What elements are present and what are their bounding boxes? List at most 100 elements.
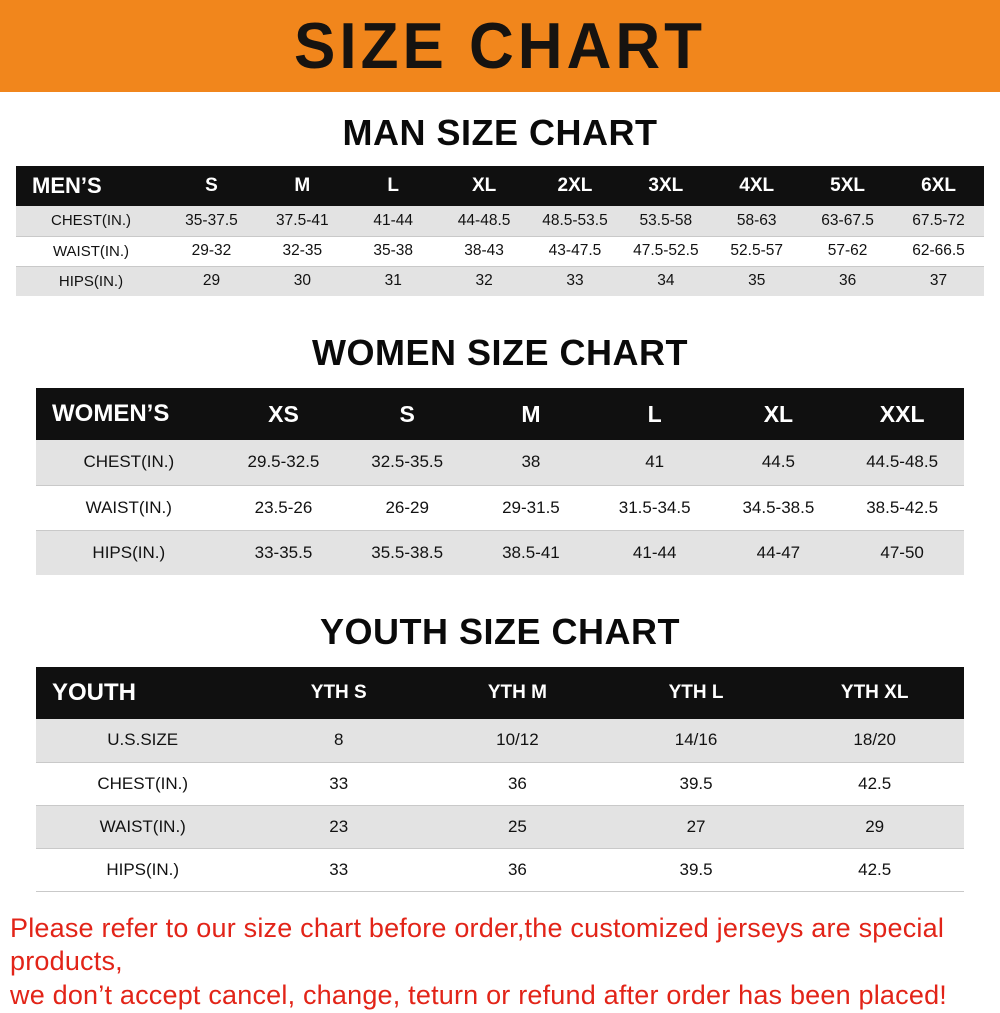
measurement-row-label: HIPS(IN.) [58,272,124,290]
size-value-cell: 26-29 [385,497,429,517]
table-header-row: WOMEN’S XS S M L XL XXL [36,388,964,440]
measurement-row: HIPS(IN.) 33 36 39.5 42.5 [36,848,964,891]
size-column-header: M [294,175,311,196]
measurement-row-label: HIPS(IN.) [106,859,180,879]
measurement-row-label: CHEST(IN.) [97,773,189,793]
size-column-header: XS [268,400,299,427]
size-value-cell: 33-35.5 [254,542,313,562]
size-value-cell: 32 [475,272,493,290]
size-value-cell: 37 [929,272,948,290]
size-value-cell: 32-35 [282,242,323,259]
measurement-row-label: WAIST(IN.) [52,242,130,260]
size-value-cell: 43-47.5 [548,242,602,259]
size-value-cell: 35-37.5 [185,211,238,229]
size-value-cell: 62-66.5 [912,242,965,259]
size-column-header: XL [763,400,794,427]
size-column-header: S [205,175,218,196]
size-value-cell: 37.5-41 [276,211,329,229]
size-value-cell: 41 [645,452,665,472]
size-value-cell: 31 [384,272,402,290]
man-size-chart-section: MAN SIZE CHART MEN’S S M L XL 2XL 3XL 4XL 5XL 6XL… [0,112,1000,296]
size-value-cell: 35-38 [373,242,414,259]
measurement-row-label: U.S.SIZE [107,730,179,750]
size-column-header: YTH S [310,682,367,703]
size-value-cell: 27 [686,816,706,836]
disclaimer-line-2: we don’t accept cancel, change, teturn o… [10,980,947,1010]
size-value-cell: 44-47 [756,542,801,562]
size-column-header: YTH M [487,682,547,703]
youth-size-chart-section: YOUTH SIZE CHART YOUTH YTH S YTH M YTH L YTH… [0,611,1000,892]
size-chart-banner: SIZE CHART [0,0,1000,92]
measurement-row: WAIST(IN.) 23.5-26 26-29 29-31.5 31.5-34.5 34… [36,485,964,530]
size-column-header: L [387,175,400,196]
size-value-cell: 33 [329,859,349,879]
size-value-cell: 36 [507,859,527,879]
table-title-cell: MEN’S [32,173,102,198]
size-value-cell: 58-63 [736,211,777,229]
measurement-row: U.S.SIZE 8 10/12 14/16 18/20 [36,719,964,762]
size-column-header: YTH XL [840,682,909,703]
size-value-cell: 30 [293,272,311,290]
size-value-cell: 29 [202,272,221,290]
size-column-header: L [647,400,662,427]
size-column-header: S [399,400,415,427]
size-column-header: XL [471,175,497,196]
size-value-cell: 14/16 [674,730,718,750]
size-value-cell: 42.5 [858,859,892,879]
size-value-cell: 35 [748,272,766,290]
size-value-cell: 44-48.5 [457,211,511,229]
size-value-cell: 34 [657,272,675,290]
measurement-row: CHEST(IN.) 35-37.5 37.5-41 41-44 44-48.5 48.5… [16,206,984,236]
size-value-cell: 23 [329,816,349,836]
size-value-cell: 38 [521,452,541,472]
man-section-heading: MAN SIZE CHART [342,112,658,153]
size-value-cell: 41-44 [632,542,677,562]
youth-section-heading: YOUTH SIZE CHART [319,611,680,652]
measurement-row-label: CHEST(IN.) [51,212,132,230]
size-column-header: 3XL [648,175,684,196]
size-value-cell: 44.5-48.5 [866,452,939,472]
man-size-table: MEN’S S M L XL 2XL 3XL 4XL 5XL 6XL CHEST(IN.) 35-37… [16,166,984,296]
size-column-header: 2XL [557,175,593,196]
size-value-cell: 34.5-38.5 [742,497,815,517]
size-value-cell: 47.5-52.5 [633,242,699,259]
size-value-cell: 33 [566,272,584,290]
size-column-header: XXL [879,400,925,427]
table-title-cell: YOUTH [52,679,136,706]
size-column-header: 5XL [830,175,866,196]
size-value-cell: 39.5 [679,859,713,879]
size-column-header: YTH L [668,682,724,703]
size-value-cell: 29-31.5 [502,497,560,517]
women-section-heading: WOMEN SIZE CHART [312,332,688,373]
women-size-table: WOMEN’S XS S M L XL XXL CHEST(IN.) 29.5-32.5 32.5… [36,388,964,575]
size-value-cell: 63-67.5 [821,211,874,229]
size-value-cell: 47-50 [880,542,924,562]
size-value-cell: 33 [329,773,349,793]
size-value-cell: 39.5 [679,773,713,793]
measurement-row-label: CHEST(IN.) [83,452,175,472]
size-value-cell: 53.5-58 [639,211,693,229]
size-column-header: 4XL [739,175,775,196]
measurement-row: CHEST(IN.) 33 36 39.5 42.5 [36,762,964,805]
measurement-row-label: HIPS(IN.) [92,542,166,562]
size-value-cell: 36 [838,272,857,290]
measurement-row: WAIST(IN.) 29-32 32-35 35-38 38-43 43-47.5 47.… [16,236,984,266]
size-value-cell: 38-43 [464,242,504,259]
size-value-cell: 29.5-32.5 [247,452,320,472]
measurement-row: HIPS(IN.) 29 30 31 32 33 34 35 36 37 [16,266,984,296]
size-value-cell: 52.5-57 [730,242,783,259]
order-disclaimer: Please refer to our size chart before or… [10,912,990,1013]
measurement-row-label: WAIST(IN.) [85,497,172,517]
measurement-row: WAIST(IN.) 23 25 27 29 [36,805,964,848]
size-value-cell: 57-62 [827,242,868,259]
size-value-cell: 42.5 [858,773,892,793]
table-header-row: MEN’S S M L XL 2XL 3XL 4XL 5XL 6XL [16,166,984,206]
disclaimer-line-1: Please refer to our size chart before or… [10,912,945,977]
size-value-cell: 36 [507,773,527,793]
size-value-cell: 32.5-35.5 [371,452,444,472]
women-size-chart-section: WOMEN SIZE CHART WOMEN’S XS S M L XL XXL CHEST(… [0,332,1000,575]
size-column-header: 6XL [921,175,956,196]
size-value-cell: 35.5-38.5 [371,542,444,562]
size-value-cell: 41-44 [373,211,414,229]
size-value-cell: 8 [334,730,344,750]
